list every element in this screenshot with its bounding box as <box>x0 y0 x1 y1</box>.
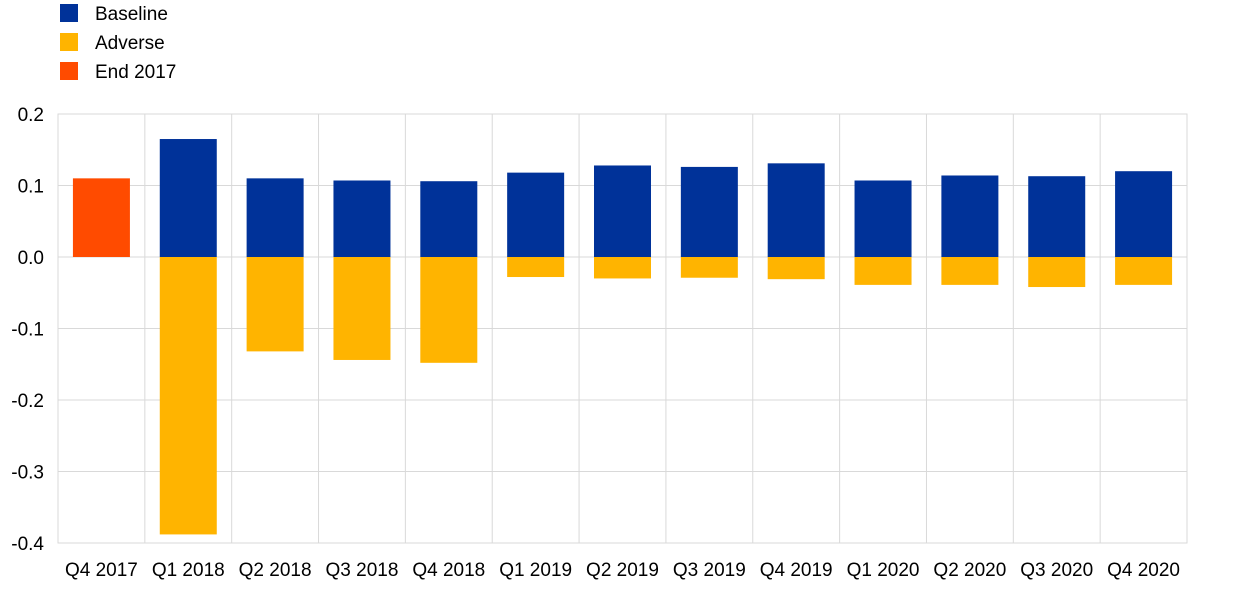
bar-baseline-q3-2019 <box>680 166 738 257</box>
x-tick-label: Q2 2020 <box>933 560 1006 581</box>
bar-adverse-q1-2019 <box>507 257 565 278</box>
y-axis-ticks: 0.2 0.1 0.0 -0.1 -0.2 -0.3 -0.4 <box>11 105 44 555</box>
y-tick-label: -0.4 <box>11 534 44 555</box>
legend-label-1: Baseline <box>95 4 168 25</box>
bar-adverse-q1-2020 <box>854 257 912 285</box>
grid-lines <box>57 113 1188 544</box>
y-tick-label: -0.1 <box>11 320 44 341</box>
bar-adverse-q3-2019 <box>680 257 738 278</box>
x-tick-label: Q4 2019 <box>760 560 833 581</box>
bar-end-2017-q4-2017 <box>72 178 130 257</box>
bar-baseline-q2-2020 <box>941 175 999 257</box>
bar-adverse-q4-2020 <box>1115 257 1173 285</box>
legend-label-2: Adverse <box>95 33 165 54</box>
bar-baseline-q2-2019 <box>594 165 651 257</box>
x-tick-label: Q1 2018 <box>152 560 225 581</box>
y-tick-label: -0.2 <box>11 391 44 412</box>
bar-adverse-q1-2018 <box>159 257 217 535</box>
bar-baseline-q4-2018 <box>420 181 478 257</box>
bar-adverse-q3-2020 <box>1028 257 1086 288</box>
bar-baseline-q3-2020 <box>1028 176 1086 257</box>
bar-adverse-q4-2019 <box>767 257 825 280</box>
x-tick-label: Q2 2019 <box>586 560 659 581</box>
bar-baseline-q1-2019 <box>507 172 565 257</box>
bar-adverse-q2-2019 <box>594 257 651 279</box>
bars <box>72 139 1173 535</box>
x-tick-label: Q4 2020 <box>1107 560 1180 581</box>
bar-baseline-q2-2018 <box>246 178 304 257</box>
x-tick-label: Q4 2017 <box>65 560 138 581</box>
legend-swatch-3 <box>60 62 78 80</box>
legend: Baseline Adverse End 2017 <box>60 4 176 83</box>
bar-baseline-q4-2020 <box>1115 171 1173 257</box>
bar-baseline-q1-2020 <box>854 180 912 257</box>
legend-swatch-2 <box>60 33 78 51</box>
y-tick-label: -0.3 <box>11 463 44 484</box>
x-tick-label: Q1 2019 <box>499 560 572 581</box>
x-tick-label: Q1 2020 <box>847 560 920 581</box>
x-tick-label: Q4 2018 <box>412 560 485 581</box>
x-axis-labels: Q4 2017 Q1 2018 Q2 2018 Q3 2018 Q4 2018 Q1 20… <box>65 560 1180 581</box>
legend-label-3: End 2017 <box>95 62 176 83</box>
bar-adverse-q2-2018 <box>246 257 304 352</box>
bar-adverse-q2-2020 <box>941 257 999 285</box>
x-tick-label: Q3 2019 <box>673 560 746 581</box>
x-tick-label: Q2 2018 <box>239 560 312 581</box>
bar-baseline-q3-2018 <box>333 180 391 257</box>
x-tick-label: Q3 2020 <box>1020 560 1093 581</box>
bar-adverse-q3-2018 <box>333 257 391 360</box>
legend-swatch-1 <box>60 4 78 22</box>
bar-baseline-q4-2019 <box>767 163 825 257</box>
bar-adverse-q4-2018 <box>420 257 478 363</box>
x-tick-label: Q3 2018 <box>326 560 399 581</box>
y-tick-label: 0.0 <box>18 248 44 269</box>
y-tick-label: 0.2 <box>18 105 44 126</box>
bar-baseline-q1-2018 <box>159 139 217 257</box>
y-tick-label: 0.1 <box>18 177 44 198</box>
